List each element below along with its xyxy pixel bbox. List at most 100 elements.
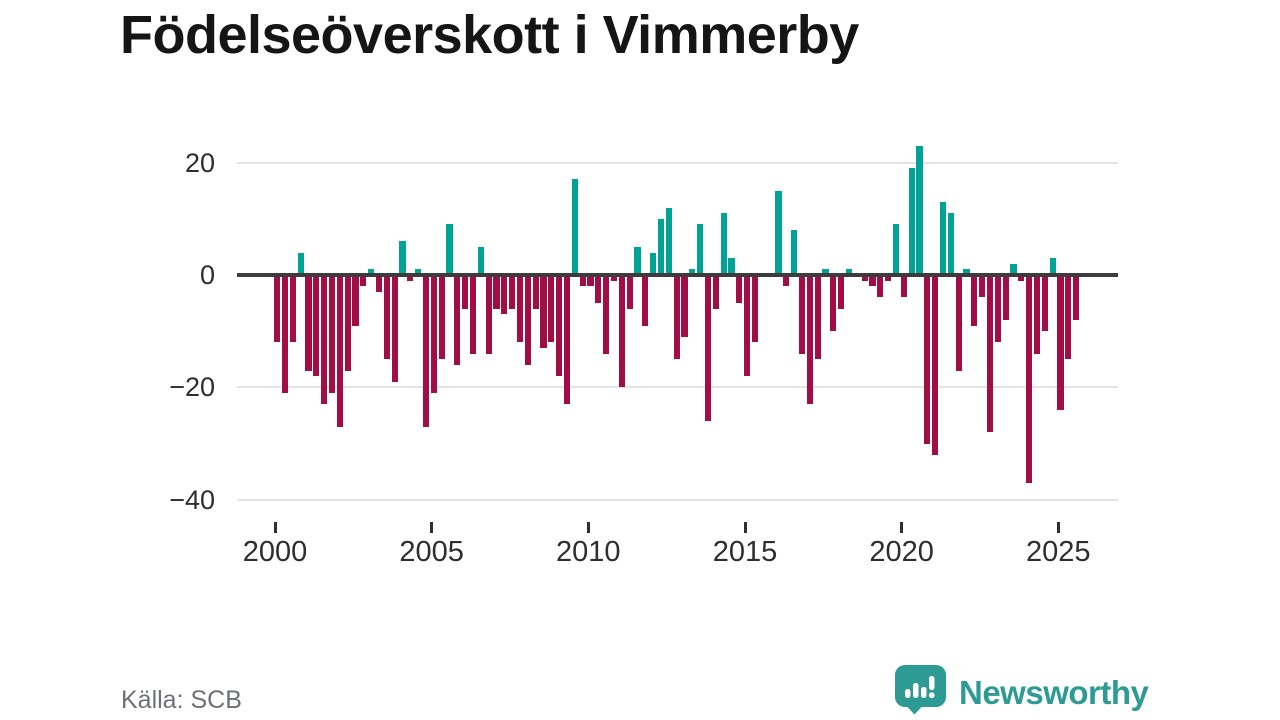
bar-2004-q2: [407, 275, 414, 281]
bar-2020-q3: [916, 145, 923, 275]
bar-2000-q1: [274, 275, 281, 343]
bar-2015-q1: [744, 275, 751, 377]
chart-title: Födelseöverskott i Vimmerby: [120, 5, 859, 65]
x-axis-tick: [273, 522, 277, 533]
bar-2019-q4: [892, 224, 900, 275]
bar-2009-q2: [563, 275, 571, 405]
bar-2022-q4: [986, 275, 994, 433]
bar-2001-q3: [321, 275, 328, 405]
bar-2014-q1: [712, 275, 719, 309]
bar-2006-q3: [477, 246, 484, 275]
bar-2018-q1: [838, 275, 845, 309]
bar-2011-q2: [626, 275, 633, 309]
bar-2000-q4: [297, 252, 304, 275]
bar-2020-q4: [924, 275, 931, 444]
bar-2012-q3: [665, 207, 672, 275]
bar-2021-q1: [932, 275, 939, 455]
bar-2023-q4: [1018, 275, 1025, 281]
bar-2013-q3: [697, 224, 704, 275]
bar-2016-q1: [775, 190, 782, 275]
bar-2019-q3: [885, 275, 892, 281]
bar-2001-q1: [305, 275, 312, 371]
bar-2023-q2: [1002, 275, 1009, 320]
bar-2017-q1: [806, 275, 813, 405]
bar-2006-q2: [469, 275, 477, 354]
bar-2022-q2: [971, 275, 978, 326]
bar-2016-q2: [783, 275, 790, 287]
bar-2011-q4: [642, 275, 649, 326]
bar-2006-q4: [485, 275, 492, 354]
bar-2001-q4: [328, 275, 336, 394]
gridline: [237, 498, 1118, 501]
bar-2004-q4: [422, 275, 430, 427]
bar-2021-q4: [955, 275, 962, 371]
x-axis-tick: [743, 522, 747, 533]
bar-2013-q1: [681, 275, 688, 337]
bar-2002-q3: [352, 275, 359, 326]
bar-2003-q2: [375, 275, 383, 292]
x-axis-tick: [586, 522, 590, 533]
bar-2012-q1: [650, 252, 657, 275]
bar-2008-q2: [532, 275, 539, 309]
bar-2002-q2: [344, 275, 351, 371]
bar-2021-q2: [939, 201, 947, 275]
bar-2000-q2: [281, 275, 289, 394]
bar-2025-q1: [1057, 275, 1064, 410]
bar-2018-q2: [845, 269, 853, 275]
bar-2003-q4: [391, 275, 398, 382]
bar-2004-q1: [399, 241, 406, 275]
bar-2022-q3: [979, 275, 986, 298]
x-axis-label: 2025: [1026, 536, 1091, 568]
bar-2017-q2: [814, 275, 821, 360]
bar-2021-q3: [947, 213, 954, 275]
x-axis-label: 2005: [399, 536, 464, 568]
bar-2016-q3: [791, 230, 798, 275]
bar-2003-q1: [368, 269, 375, 275]
bar-2007-q1: [493, 275, 500, 309]
bar-2025-q2: [1065, 275, 1072, 360]
bar-2024-q1: [1026, 275, 1033, 483]
bar-2006-q1: [462, 275, 469, 309]
bar-2018-q4: [861, 275, 868, 281]
bar-2013-q4: [704, 275, 712, 422]
bar-2005-q1: [430, 275, 437, 394]
speech-bubble-bar-chart-icon: [894, 664, 947, 720]
bar-2025-q3: [1073, 275, 1080, 320]
bar-2024-q3: [1041, 275, 1048, 332]
bar-2011-q1: [618, 275, 625, 388]
bar-2010-q2: [595, 275, 602, 304]
bar-2008-q4: [548, 275, 555, 343]
bar-2007-q2: [501, 275, 508, 315]
bar-2014-q3: [728, 258, 735, 275]
bar-2019-q1: [869, 275, 876, 287]
bar-2011-q3: [634, 246, 641, 275]
gridline: [237, 161, 1118, 164]
bar-2000-q3: [289, 275, 296, 343]
gridline: [237, 386, 1118, 389]
bar-2007-q3: [509, 275, 516, 309]
bar-2017-q3: [822, 269, 829, 275]
bar-2009-q3: [571, 179, 578, 275]
x-axis-tick: [900, 522, 904, 533]
bar-2012-q2: [657, 218, 665, 275]
bar-2020-q1: [900, 275, 907, 298]
newsworthy-logo: Newsworthy: [894, 664, 1149, 720]
bar-2023-q3: [1010, 263, 1017, 275]
bar-2016-q4: [798, 275, 806, 354]
bar-2008-q1: [524, 275, 531, 365]
bar-2010-q1: [587, 275, 594, 287]
bar-2005-q3: [446, 224, 453, 275]
bar-2019-q2: [877, 275, 884, 298]
y-axis-label: 0: [199, 260, 215, 290]
bar-2023-q1: [994, 275, 1001, 343]
bar-2002-q1: [336, 275, 343, 427]
bar-2007-q4: [516, 275, 524, 343]
bar-2024-q4: [1049, 258, 1056, 275]
bar-2003-q3: [383, 275, 390, 360]
bar-2002-q4: [360, 275, 367, 287]
bar-2014-q2: [720, 213, 727, 275]
bar-2005-q4: [454, 275, 461, 365]
x-axis-label: 2010: [556, 536, 621, 568]
x-axis-label: 2000: [242, 536, 308, 568]
